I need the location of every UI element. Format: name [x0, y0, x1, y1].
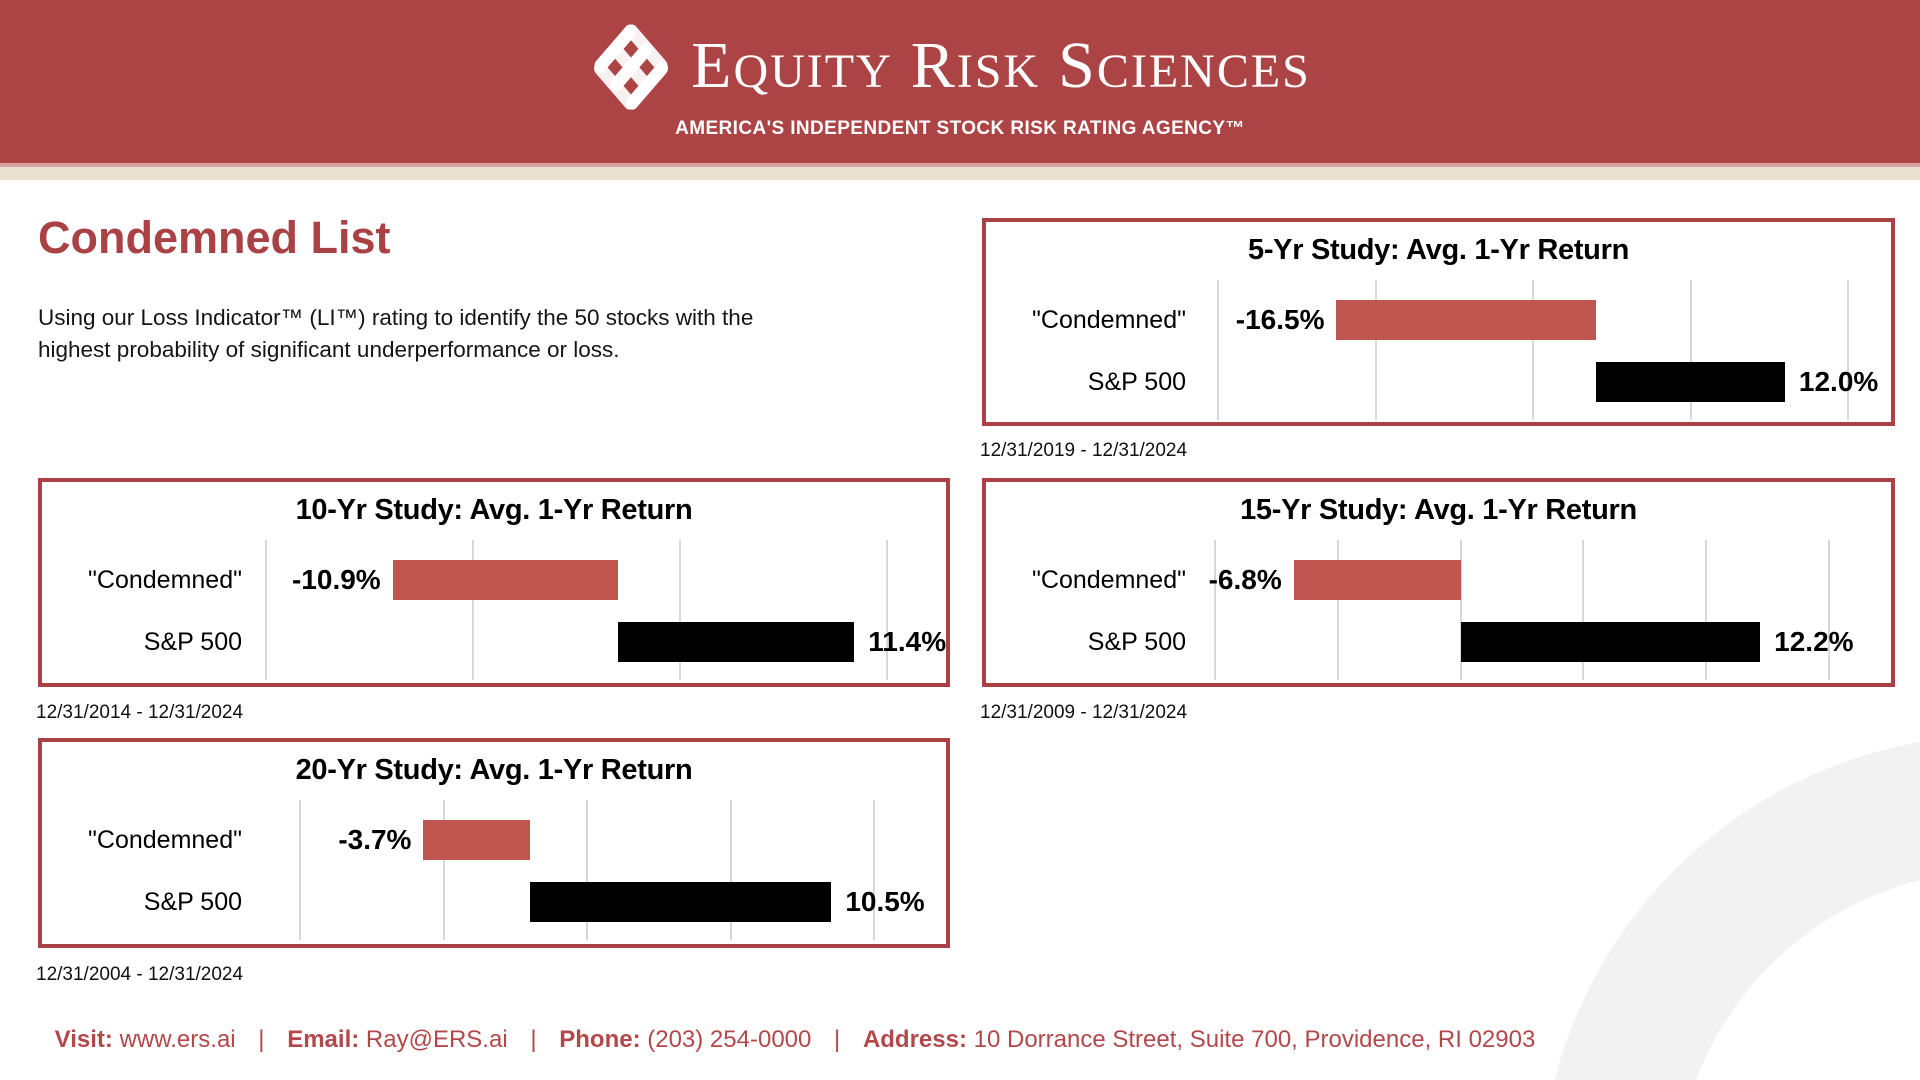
gridline	[1336, 540, 1339, 680]
phone-label: Phone:	[559, 1026, 641, 1053]
page-title: Condemned List	[38, 212, 391, 263]
value-label: -6.8%	[1208, 564, 1282, 595]
page-description: Using our Loss Indicator™ (LI™) rating t…	[38, 305, 754, 362]
category-label-sp500: S&P 500	[1087, 368, 1186, 396]
plot-area: -10.9% 11.4%	[254, 540, 946, 680]
gridline	[1214, 540, 1217, 680]
chart-5yr-study: 5-Yr Study: Avg. 1-Yr Return "Condemned"…	[982, 218, 1895, 426]
gridline	[298, 800, 301, 940]
category-label-condemned: "Condemned"	[1032, 566, 1186, 594]
value-label: 12.2%	[1774, 626, 1854, 657]
category-label-condemned: "Condemned"	[1032, 306, 1186, 334]
gridline	[1532, 280, 1535, 420]
email-label: Email:	[287, 1026, 360, 1053]
bar-sp500	[618, 622, 855, 662]
gridline	[472, 540, 475, 680]
brand-name: EQUITY RISK SCIENCES	[691, 29, 1311, 102]
gridline	[1705, 540, 1708, 680]
plot-area: -16.5% 12.0%	[1198, 280, 1878, 420]
plot-area: -6.8% 12.2%	[1198, 540, 1854, 680]
bar-condemned	[392, 560, 619, 600]
chart-10yr-study: 10-Yr Study: Avg. 1-Yr Return "Condemned…	[38, 478, 950, 687]
date-range-label: 12/31/2014 - 12/31/2024	[36, 702, 244, 723]
brand-logo-knot-icon	[594, 24, 669, 110]
gridline	[679, 540, 682, 680]
category-label-sp500: S&P 500	[143, 888, 242, 916]
gridline	[1846, 280, 1849, 420]
brand-tagline: AMERICA'S INDEPENDENT STOCK RISK RATING …	[675, 118, 1245, 139]
bar-condemned	[423, 820, 530, 860]
visit-label: Visit:	[54, 1026, 113, 1053]
website-link[interactable]: www.ers.ai	[119, 1026, 236, 1053]
gridline	[886, 540, 889, 680]
bar-sp500	[1596, 362, 1785, 402]
footer-contact-bar: Visit: www.ers.ai | Email: Ray@ERS.ai | …	[0, 1026, 1590, 1054]
category-label-sp500: S&P 500	[1087, 628, 1186, 656]
chart-title: 15-Yr Study: Avg. 1-Yr Return	[1240, 494, 1637, 526]
header-banner	[0, 0, 1920, 163]
date-range-label: 12/31/2009 - 12/31/2024	[980, 702, 1188, 723]
address-label: Address:	[862, 1026, 967, 1053]
header-accent-line	[0, 163, 1920, 167]
bar-sp500	[1460, 622, 1761, 662]
chart-title: 20-Yr Study: Avg. 1-Yr Return	[295, 754, 693, 786]
date-range-label: 12/31/2019 - 12/31/2024	[980, 440, 1188, 461]
category-label-sp500: S&P 500	[143, 628, 242, 656]
header-cream-band	[0, 167, 1920, 180]
plot-area: -3.7% 10.5%	[254, 800, 925, 940]
gridline	[586, 800, 589, 940]
email-link[interactable]: Ray@ERS.ai	[365, 1026, 508, 1053]
separator: |	[530, 1026, 537, 1053]
value-label: -3.7%	[338, 824, 412, 855]
brand-row: EQUITY RISK SCIENCES	[591, 16, 1329, 116]
gridline	[442, 800, 445, 940]
phone-link[interactable]: (203) 254-0000	[647, 1026, 812, 1053]
gridline	[1689, 280, 1692, 420]
gridline	[1827, 540, 1830, 680]
value-label: -10.9%	[291, 564, 381, 595]
separator: |	[258, 1026, 265, 1053]
header: EQUITY RISK SCIENCES AMERICA'S INDEPENDENT…	[0, 0, 1920, 163]
value-label: 12.0%	[1798, 366, 1879, 397]
bar-condemned	[1336, 300, 1597, 340]
gridline	[1374, 280, 1377, 420]
category-label-condemned: "Condemned"	[88, 826, 242, 854]
gridline	[729, 800, 732, 940]
gridline	[265, 540, 268, 680]
gridline	[1582, 540, 1585, 680]
chart-title: 10-Yr Study: Avg. 1-Yr Return	[295, 494, 693, 526]
bar-sp500	[529, 882, 832, 922]
bar-condemned	[1293, 560, 1461, 600]
chart-15yr-study: 15-Yr Study: Avg. 1-Yr Return "Condemned…	[982, 478, 1895, 687]
chart-20yr-study: 20-Yr Study: Avg. 1-Yr Return "Condemned…	[38, 738, 950, 948]
value-label: 10.5%	[845, 886, 925, 917]
chart-title: 5-Yr Study: Avg. 1-Yr Return	[1247, 234, 1629, 266]
separator: |	[834, 1026, 841, 1053]
gridline	[873, 800, 876, 940]
gridline	[1459, 540, 1462, 680]
value-label: 11.4%	[868, 626, 947, 657]
category-label-condemned: "Condemned"	[88, 566, 242, 594]
address-value: 10 Dorrance Street, Suite 700, Providenc…	[973, 1026, 1536, 1053]
date-range-label: 12/31/2004 - 12/31/2024	[36, 964, 244, 985]
gridline	[1217, 280, 1220, 420]
value-label: -16.5%	[1235, 304, 1325, 335]
